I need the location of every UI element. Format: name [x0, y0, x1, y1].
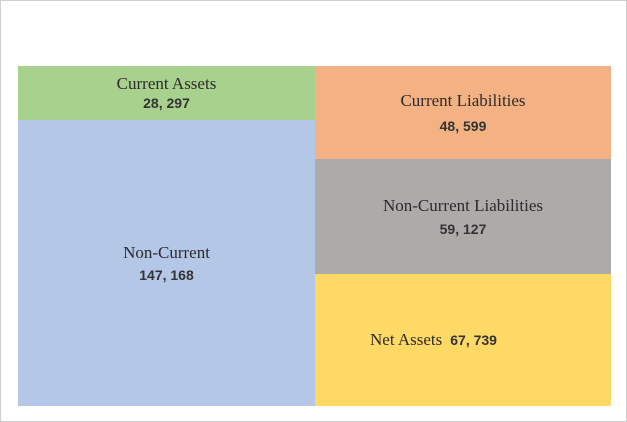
- treemap-block-non-current: Non-Current 147, 168: [18, 120, 315, 406]
- block-label: Current Liabilities: [400, 90, 526, 110]
- block-label: Non-Current: [123, 242, 210, 262]
- block-label: Current Assets: [116, 74, 217, 93]
- treemap-block-net-assets: Net Assets 67, 739: [315, 274, 611, 406]
- treemap-block-current-assets: Current Assets 28, 297: [18, 66, 315, 120]
- block-value: 28, 297: [143, 95, 190, 111]
- treemap-block-non-current-liabilities: Non-Current Liabilities 59, 127: [315, 159, 611, 274]
- block-value: 48, 599: [439, 117, 487, 134]
- block-value: 147, 168: [139, 266, 194, 283]
- treemap-block-current-liabilities: Current Liabilities 48, 599: [315, 66, 611, 159]
- block-label: Net Assets: [370, 330, 443, 349]
- block-value: 67, 739: [450, 332, 497, 348]
- block-label: Non-Current Liabilities: [382, 195, 544, 215]
- block-value: 59, 127: [439, 220, 487, 237]
